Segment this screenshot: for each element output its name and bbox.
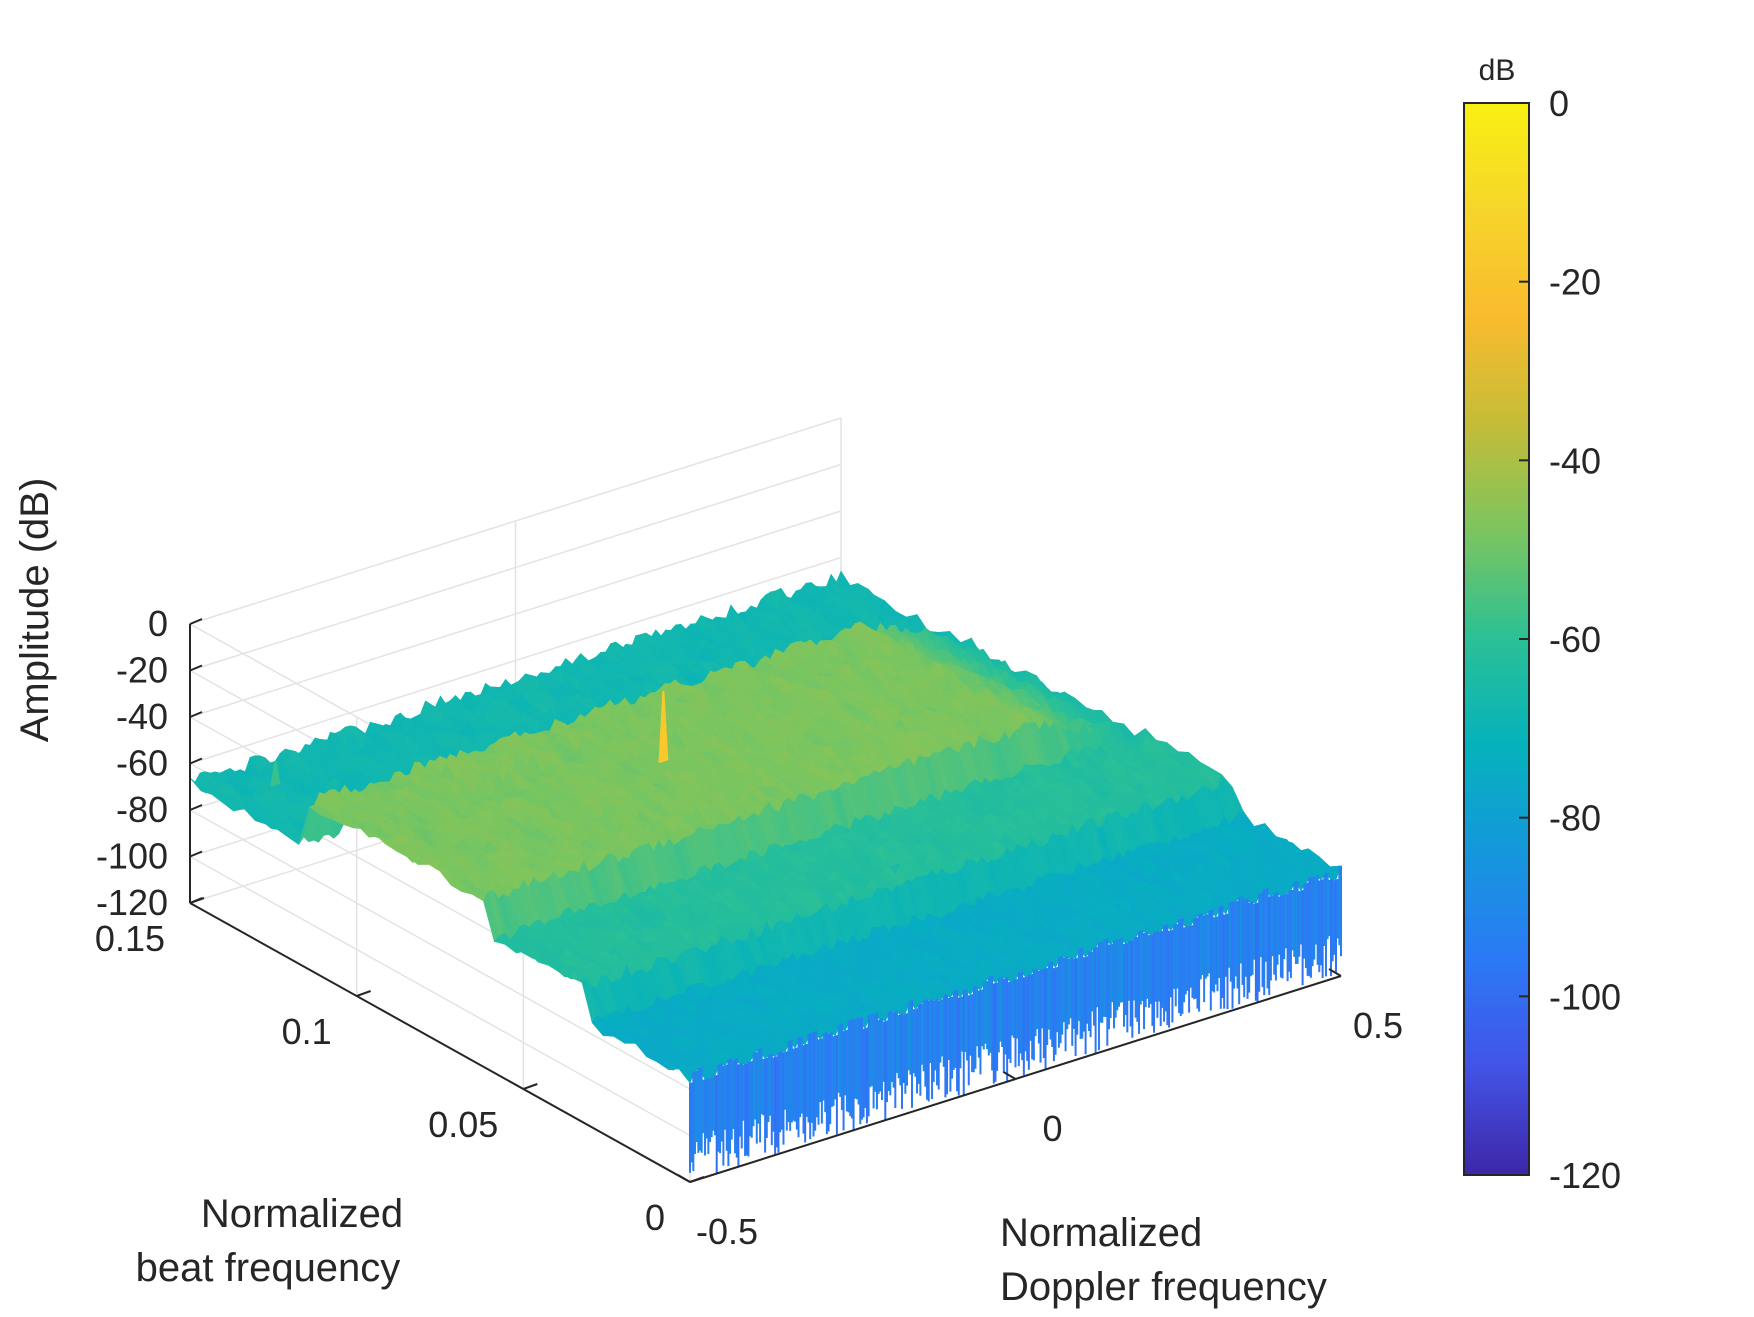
surface-layer: [189, 570, 1342, 1174]
